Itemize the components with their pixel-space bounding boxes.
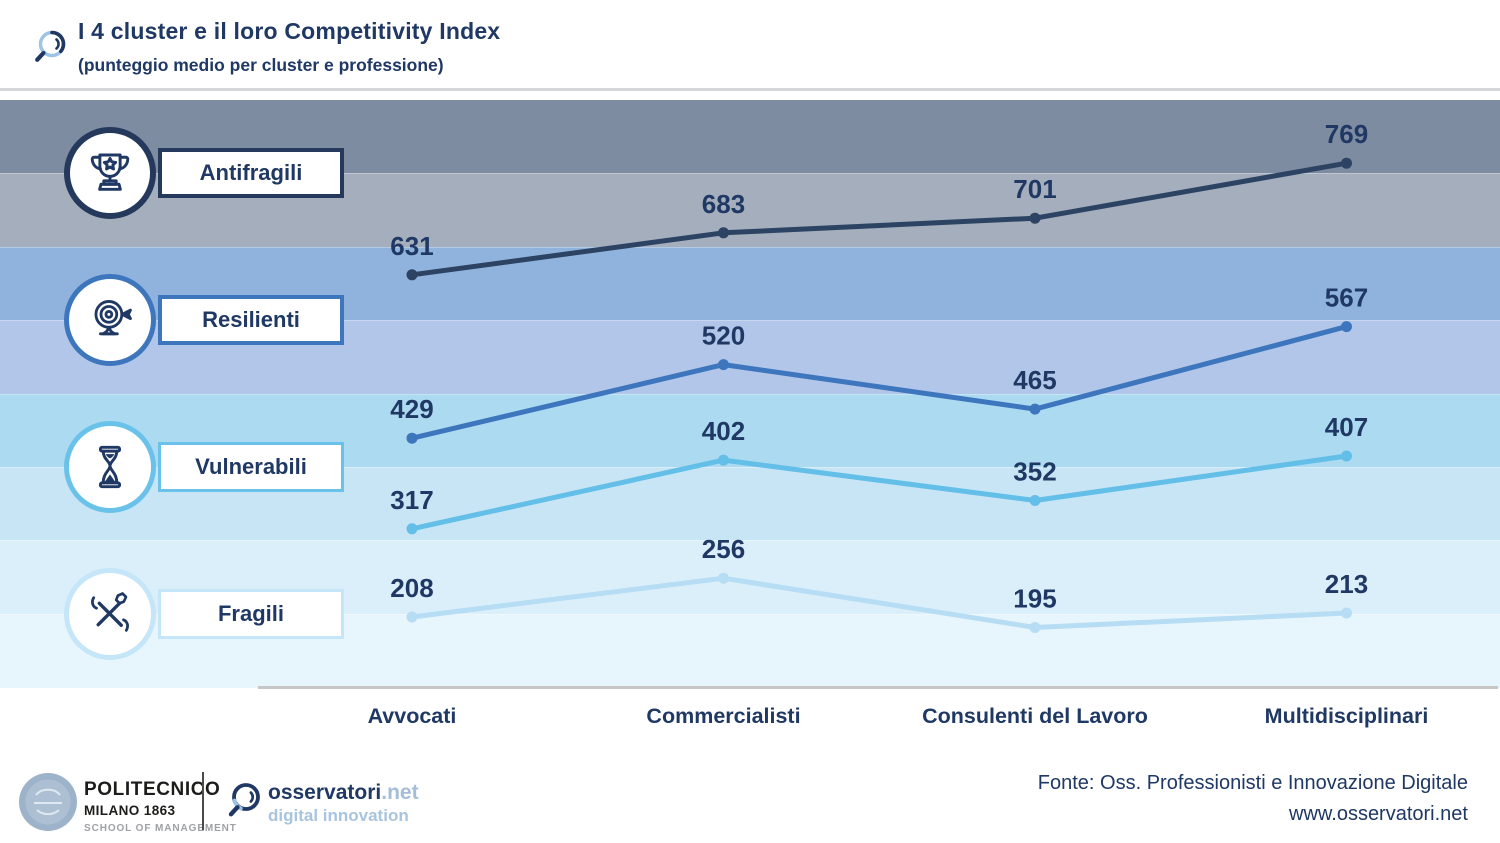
osservatori-suffix: .net — [381, 781, 419, 804]
trophy-icon — [64, 127, 156, 219]
category-label: Avvocati — [367, 704, 457, 728]
header-divider — [0, 88, 1500, 91]
source-note: Fonte: Oss. Professionisti e Innovazione… — [1038, 768, 1468, 830]
cluster-label-resilienti: Resilienti — [158, 295, 344, 345]
category-label: Multidisciplinari — [1264, 704, 1429, 728]
politecnico-city: MILANO 1863 — [84, 803, 176, 818]
osservatori-logo-text: osservatori.net digital innovation — [268, 782, 419, 826]
page-title: I 4 cluster e il loro Competitivity Inde… — [78, 18, 501, 44]
page-subtitle: (punteggio medio per cluster e professio… — [78, 55, 444, 75]
cluster-label-antifragili: Antifragili — [158, 148, 344, 198]
politecnico-school: SCHOOL OF MANAGEMENT — [84, 823, 237, 834]
osservatori-name: osservatori — [268, 781, 382, 804]
osservatori-tagline: digital innovation — [268, 806, 409, 825]
source-line: Fonte: Oss. Professionisti e Innovazione… — [1037, 772, 1468, 794]
politecnico-emblem — [17, 771, 79, 833]
politecnico-logo-text: POLITECNICO MILANO 1863 SCHOOL OF MANAGE… — [84, 779, 237, 834]
magnifier-icon — [28, 26, 72, 70]
osservatori-magnifier-icon — [224, 779, 266, 825]
footer-divider — [202, 772, 204, 830]
politecnico-name: POLITECNICO — [84, 779, 221, 800]
target-icon — [64, 274, 156, 366]
source-url: www.osservatori.net — [1289, 803, 1468, 825]
cluster-label-vulnerabili: Vulnerabili — [158, 442, 344, 492]
category-label: Consulenti del Lavoro — [922, 704, 1148, 728]
osservatori-wordmark: osservatori.net — [268, 782, 419, 805]
tools-icon — [64, 568, 156, 660]
category-label: Commercialisti — [646, 704, 801, 728]
hourglass-icon — [64, 421, 156, 513]
x-axis-line — [258, 686, 1498, 689]
cluster-label-fragili: Fragili — [158, 589, 344, 639]
